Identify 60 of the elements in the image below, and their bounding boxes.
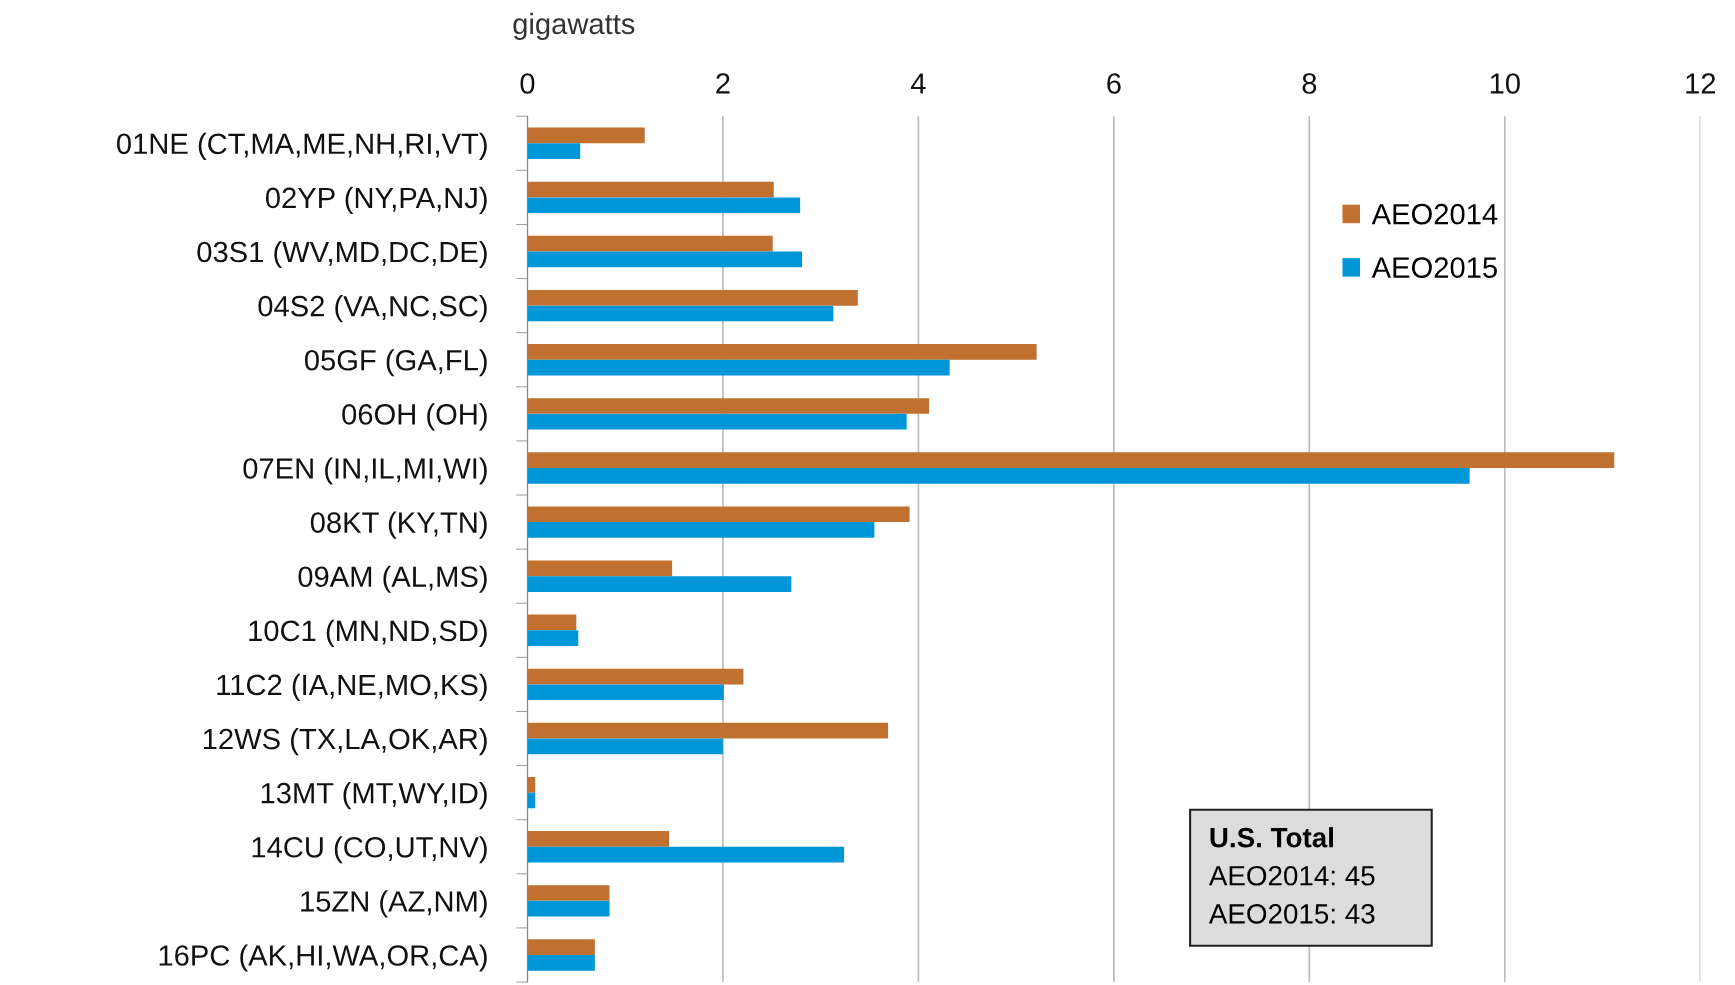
bar	[527, 560, 673, 577]
bar	[527, 738, 723, 755]
x-tick-label: 6	[1107, 73, 1121, 94]
bar	[527, 776, 536, 793]
bar	[527, 846, 845, 863]
x-tick-label: 4	[910, 73, 926, 94]
bar	[527, 684, 724, 701]
x-tick-label: 10	[1490, 73, 1520, 94]
bar	[527, 413, 907, 430]
bar	[527, 127, 645, 144]
bar	[527, 197, 801, 214]
y-tick-label: 09AM (AL,MS)	[298, 565, 487, 593]
x-axis-title: gigawatts	[513, 12, 635, 41]
bar	[527, 576, 792, 592]
bar	[527, 305, 834, 322]
x-tick-label: 0	[520, 73, 535, 94]
bar	[527, 251, 803, 268]
y-tick-label: 05GF (GA,FL)	[304, 349, 487, 377]
y-tick-label: 13MT (MT,WY,ID)	[261, 782, 487, 810]
bar	[527, 522, 875, 538]
bar	[527, 235, 773, 252]
y-tick-label: 16PC (AK,HI,WA,OR,CA)	[159, 944, 487, 972]
bar	[527, 467, 1470, 484]
y-tick-label: 01NE (CT,MA,ME,NH,RI,VT)	[117, 132, 487, 160]
bar	[527, 630, 579, 646]
bar	[527, 143, 581, 159]
bar	[527, 939, 595, 955]
y-tick-label: 15ZN (AZ,NM)	[301, 890, 487, 918]
x-tick-label: 2	[716, 73, 730, 94]
y-tick-label: 11C2 (IA,NE,MO,KS)	[217, 673, 487, 702]
annotation: AEO2014: 45	[1208, 865, 1375, 886]
bar	[527, 359, 950, 376]
annotation: U.S. Total	[1210, 827, 1333, 848]
bar	[527, 831, 670, 847]
bar	[527, 614, 577, 631]
bar	[527, 452, 1615, 468]
y-tick-label: 03S1 (WV,MD,DC,DE)	[197, 240, 487, 269]
y-tick-label: 07EN (IN,IL,MI,WI)	[243, 457, 487, 485]
bar	[527, 344, 1037, 360]
x-tick-label: 8	[1302, 73, 1317, 94]
y-tick-label: 08KT (KY,TN)	[310, 511, 487, 539]
bar	[527, 954, 595, 971]
bar	[527, 885, 610, 901]
bar	[527, 398, 930, 414]
legend-label: AEO2014	[1371, 203, 1498, 225]
y-tick-label: 06OH (OH)	[342, 403, 487, 431]
bar	[527, 722, 889, 739]
y-tick-label: 14CU (CO,UT,NV)	[252, 836, 487, 864]
bar	[527, 668, 744, 685]
y-tick-label: 02YP (NY,PA,NJ)	[265, 186, 487, 215]
bar	[527, 900, 610, 917]
y-tick-label: 12WS (TX,LA,OK,AR)	[203, 727, 487, 756]
annotation: AEO2015: 43	[1208, 904, 1375, 924]
y-tick-label: 04S2 (VA,NC,SC)	[258, 295, 487, 323]
legend-label: AEO2015	[1371, 257, 1497, 278]
x-tick-label: 12	[1686, 73, 1716, 94]
bar	[527, 289, 858, 306]
bar	[527, 506, 910, 523]
bar	[527, 181, 774, 198]
y-tick-label: 10C1 (MN,ND,SD)	[249, 619, 487, 647]
